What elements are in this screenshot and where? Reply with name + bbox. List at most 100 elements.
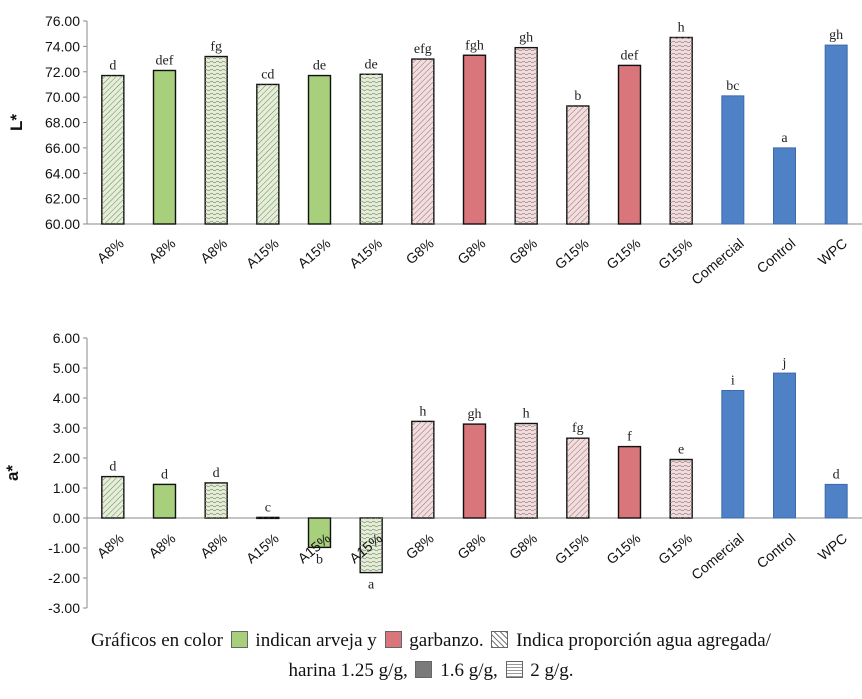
y-tick-label: -3.00	[48, 600, 80, 616]
x-tick-label: G8%	[454, 530, 488, 562]
legend-swatch-solid	[415, 661, 433, 678]
y-tick-label: 5.00	[53, 360, 80, 376]
bar-letter-label: efg	[414, 42, 432, 57]
x-tick-label: A15%	[243, 235, 282, 271]
x-tick-label: Comercial	[688, 235, 747, 288]
bar-pattern	[566, 438, 589, 518]
bar-letter-label: d	[833, 467, 840, 482]
bar-pattern	[205, 56, 228, 225]
legend-swatch-wave	[505, 661, 523, 678]
bar-letter-label: fg	[572, 421, 584, 436]
bar	[307, 517, 332, 549]
legend: Gráficos en color indican arveja y garba…	[0, 626, 862, 686]
bar-letter-label: gh	[829, 28, 843, 43]
bar	[773, 372, 796, 519]
bar-pattern	[670, 459, 693, 518]
bar	[462, 54, 487, 225]
x-tick-label: Control	[754, 530, 799, 571]
x-tick-label: G8%	[454, 235, 488, 267]
bar-letter-label: a	[781, 131, 788, 146]
x-tick-label: G15%	[655, 235, 695, 272]
bar	[617, 64, 642, 225]
y-tick-label: 68.00	[45, 115, 80, 131]
y-tick-label: -1.00	[48, 540, 80, 556]
bar	[152, 69, 177, 225]
bar-letter-label: gh	[519, 31, 533, 46]
bar-pattern	[515, 423, 538, 518]
bar	[824, 483, 848, 519]
y-axis-label: L*	[7, 114, 26, 131]
bar-letter-label: a	[368, 578, 375, 593]
legend-text-5: harina 1.25 g/g,	[288, 660, 408, 681]
bar-letter-label: j	[782, 356, 787, 371]
y-tick-label: 2.00	[53, 450, 80, 466]
x-tick-label: Comercial	[688, 530, 747, 583]
legend-swatch-red	[384, 631, 402, 648]
legend-swatch-hatch	[491, 631, 509, 648]
bar-letter-label: h	[419, 404, 426, 419]
bar	[824, 44, 848, 225]
x-tick-label: WPC	[815, 235, 850, 268]
bar-pattern	[670, 37, 693, 225]
legend-text-7: 2 g/g.	[530, 660, 574, 681]
y-tick-label: 4.00	[53, 390, 80, 406]
x-tick-label: G15%	[655, 530, 695, 567]
y-tick-label: 60.00	[45, 216, 80, 232]
y-tick-label: 62.00	[45, 191, 80, 207]
bar-letter-label: b	[574, 89, 581, 104]
bar-letter-label: i	[731, 374, 735, 389]
legend-swatch-green	[230, 631, 248, 648]
y-tick-label: 72.00	[45, 64, 80, 80]
legend-text-2: indican arveja y	[255, 630, 377, 651]
bar-pattern	[515, 47, 538, 224]
bar-letter-label: d	[213, 466, 220, 481]
bar-letter-label: d	[161, 467, 168, 482]
bar-letter-label: def	[156, 53, 174, 68]
legend-text-4: Indica proporción agua agregada/	[516, 630, 771, 651]
bar	[617, 445, 642, 519]
y-tick-label: 76.00	[45, 13, 80, 29]
x-tick-label: A8%	[94, 235, 127, 266]
bar	[721, 390, 745, 519]
bar-letter-label: c	[265, 500, 271, 515]
bar-letter-label: h	[678, 20, 685, 35]
x-tick-label: A15%	[243, 530, 282, 566]
x-tick-label: A8%	[94, 530, 127, 561]
bar-letter-label: h	[523, 407, 530, 422]
bar	[773, 147, 796, 225]
x-tick-label: A8%	[145, 235, 178, 266]
x-tick-label: Control	[754, 235, 799, 276]
x-tick-label: G8%	[506, 235, 540, 267]
bar-pattern	[101, 476, 124, 518]
bar	[462, 423, 487, 519]
bar	[307, 74, 332, 225]
x-tick-label: A8%	[145, 530, 178, 561]
x-tick-label: G15%	[603, 235, 643, 272]
y-tick-label: 66.00	[45, 140, 80, 156]
bar-letter-label: def	[621, 48, 639, 63]
bar	[152, 483, 177, 519]
bar-pattern	[411, 59, 434, 224]
x-tick-label: A15%	[346, 235, 385, 271]
chart-canvas: 60.00 62.00 64.00 66.00 68.00 70.00 72.00 74.00…	[3, 13, 862, 616]
bar-letter-label: bc	[726, 79, 739, 94]
bar-letter-label: cd	[261, 67, 274, 82]
bar-pattern	[205, 482, 228, 518]
bar-pattern	[256, 517, 279, 519]
y-tick-label: 64.00	[45, 165, 80, 181]
bar-letter-label: gh	[468, 407, 482, 422]
x-tick-label: A8%	[197, 235, 230, 266]
bar-letter-label: fgh	[465, 38, 484, 53]
y-axis-label: a*	[3, 465, 22, 481]
x-tick-label: G8%	[403, 530, 437, 562]
bar-letter-label: e	[678, 443, 684, 458]
bar-pattern	[411, 421, 434, 518]
chart-redness: -3.00 -2.00 -1.00 0.00 1.00 2.00 3.00 4.00 5.00 6…	[3, 330, 862, 616]
x-tick-label: A8%	[197, 530, 230, 561]
bar-pattern	[101, 75, 124, 225]
y-tick-label: 6.00	[53, 330, 80, 346]
x-tick-label: G15%	[552, 235, 592, 272]
bar-letter-label: d	[109, 460, 116, 475]
bar-letter-label: de	[365, 57, 378, 72]
x-tick-label: G15%	[603, 530, 643, 567]
